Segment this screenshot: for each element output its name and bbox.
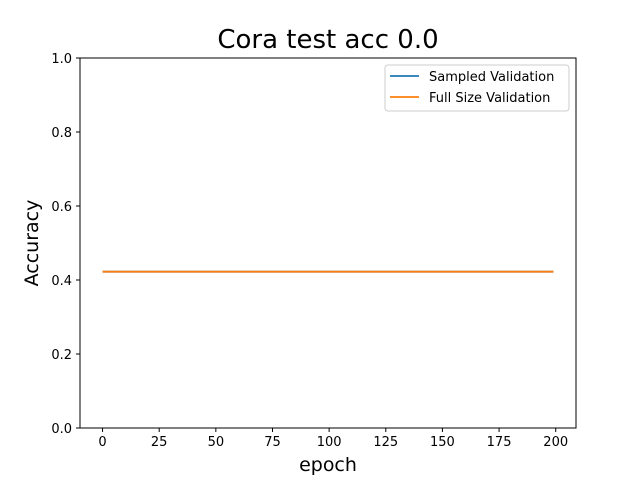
y-tick-label: 1.0 <box>51 52 72 67</box>
y-tick-label: 0.8 <box>51 126 72 141</box>
y-tick-label: 0.0 <box>51 422 72 437</box>
plot-area <box>80 58 576 428</box>
legend-label-sampled-validation: Sampled Validation <box>429 70 554 85</box>
x-axis-title: epoch <box>299 454 357 476</box>
x-tick-label: 150 <box>430 435 455 450</box>
legend-label-full-size-validation: Full Size Validation <box>429 91 550 106</box>
x-tick-label: 125 <box>373 435 398 450</box>
x-tick-label: 25 <box>151 435 168 450</box>
x-tick-label: 175 <box>487 435 512 450</box>
y-tick-label: 0.4 <box>51 274 72 289</box>
plot-frame <box>79 57 577 429</box>
ticks-layer: 0 25 50 75 100 125 150 175 200 0.0 0.2 0.4 0.6 0.8 1.0 <box>51 52 568 450</box>
y-axis-title: Accuracy <box>21 200 43 287</box>
x-tick-label: 0 <box>98 435 106 450</box>
x-tick-label: 50 <box>208 435 225 450</box>
legend-box <box>384 64 570 112</box>
legend: Sampled Validation Full Size Validation <box>384 64 570 112</box>
y-tick-label: 0.2 <box>51 348 72 363</box>
x-tick-label: 100 <box>317 435 342 450</box>
x-tick-label: 200 <box>543 435 568 450</box>
y-tick-label: 0.6 <box>51 200 72 215</box>
x-tick-label: 75 <box>264 435 281 450</box>
chart-title: Cora test acc 0.0 <box>217 25 438 55</box>
